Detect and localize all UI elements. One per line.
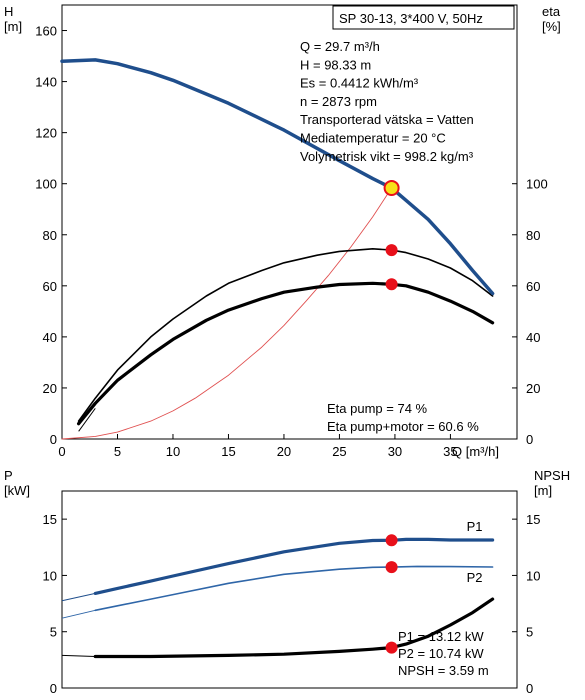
duty-point-power-2: [385, 641, 398, 654]
info-line-4: Transporterad vätska = Vatten: [300, 112, 474, 127]
chart-axes: [61, 30, 517, 689]
series-system-line: [61, 183, 398, 440]
x-tick-label-0-3: 15: [221, 444, 235, 459]
series-eta_pump-line: [77, 248, 494, 422]
y-tick-label-left-1-1: 5: [50, 625, 57, 640]
y-tick-label-right-1-1: 5: [526, 625, 533, 640]
eta-annotation-1: Eta pump+motor = 60.6 %: [327, 419, 479, 434]
duty-point-power-0: [385, 534, 398, 547]
plot-frame-0: [61, 4, 518, 440]
stub-line-p2: [61, 609, 96, 619]
y-tick-label-right-0-5: 100: [526, 177, 548, 192]
x-tick-label-0-1: 5: [114, 444, 121, 459]
duty-point-eta-1: [385, 244, 398, 257]
info-line-0: Q = 29.7 m³/h: [300, 39, 380, 54]
y-tick-label-right-1-0: 0: [526, 681, 533, 696]
y-tick-label-right-1-3: 15: [526, 512, 540, 527]
x-tick-label-0-5: 25: [332, 444, 346, 459]
y-axis-label-right-0: eta [%]: [542, 4, 561, 34]
series-head-line: [60, 58, 495, 296]
duty-point-head: [383, 179, 400, 196]
y-tick-label-right-0-1: 20: [526, 381, 540, 396]
y-axis-label-left-1: P [kW]: [4, 468, 30, 498]
y-tick-label-left-0-4: 80: [43, 228, 57, 243]
series-eta_total-line: [77, 281, 495, 426]
info-line-5: Mediatemperatur = 20 °C: [300, 131, 446, 146]
y-tick-label-right-1-2: 10: [526, 568, 540, 583]
power-annotation-0: P1 = 13.12 kW: [398, 629, 484, 644]
series-label-p1: P1: [467, 519, 483, 534]
y-tick-label-left-0-7: 140: [35, 75, 57, 90]
plot-frame-1: [61, 490, 518, 689]
y-tick-label-right-0-2: 40: [526, 330, 540, 345]
y-tick-label-right-0-3: 60: [526, 279, 540, 294]
y-tick-label-left-1-3: 15: [43, 512, 57, 527]
y-tick-label-right-0-4: 80: [526, 228, 540, 243]
chart-series: [60, 58, 495, 659]
y-axis-label-left-0: H [m]: [4, 4, 22, 34]
chart-duty-points: [383, 179, 400, 654]
y-tick-label-left-0-3: 60: [43, 279, 57, 294]
y-tick-label-left-0-0: 0: [50, 432, 57, 447]
x-tick-label-0-2: 10: [166, 444, 180, 459]
info-line-3: n = 2873 rpm: [300, 94, 377, 109]
stub-line-npsh_thin: [61, 654, 96, 657]
chart-title: SP 30-13, 3*400 V, 50Hz: [339, 11, 483, 26]
y-tick-label-left-0-1: 20: [43, 381, 57, 396]
info-line-2: Es = 0.4412 kWh/m³: [300, 76, 419, 91]
eta-annotation-0: Eta pump = 74 %: [327, 401, 428, 416]
x-tick-label-0-7: 35: [443, 444, 457, 459]
y-tick-label-left-0-8: 160: [35, 24, 57, 39]
y-tick-label-left-1-0: 0: [50, 681, 57, 696]
y-axis-label-right-1: NPSH [m]: [534, 468, 570, 498]
y-tick-label-left-0-5: 100: [35, 177, 57, 192]
series-label-p2: P2: [467, 570, 483, 585]
x-axis-label-0: Q [m³/h]: [452, 444, 499, 459]
chart-frames: [61, 4, 518, 689]
x-tick-label-0-6: 30: [388, 444, 402, 459]
power-annotation-2: NPSH = 3.59 m: [398, 663, 489, 678]
x-tick-label-0-0: 0: [58, 444, 65, 459]
info-line-6: Volymetrisk vikt = 998.2 kg/m³: [300, 149, 474, 164]
y-tick-label-left-0-2: 40: [43, 330, 57, 345]
title-box: [332, 5, 515, 30]
stub-line-p1: [61, 592, 96, 602]
duty-point-power-1: [385, 561, 398, 574]
y-tick-label-left-1-2: 10: [43, 568, 57, 583]
x-tick-label-0-4: 20: [277, 444, 291, 459]
series-p1-line: [93, 537, 495, 595]
power-annotation-1: P2 = 10.74 kW: [398, 646, 484, 661]
y-tick-label-right-0-0: 0: [526, 432, 533, 447]
y-tick-label-left-0-6: 120: [35, 126, 57, 141]
series-p2-line: [94, 565, 494, 612]
duty-point-eta-2: [385, 278, 398, 291]
eta-start-tail-line: [78, 408, 96, 432]
series-npsh-line: [93, 597, 495, 659]
info-line-1: H = 98.33 m: [300, 57, 371, 72]
